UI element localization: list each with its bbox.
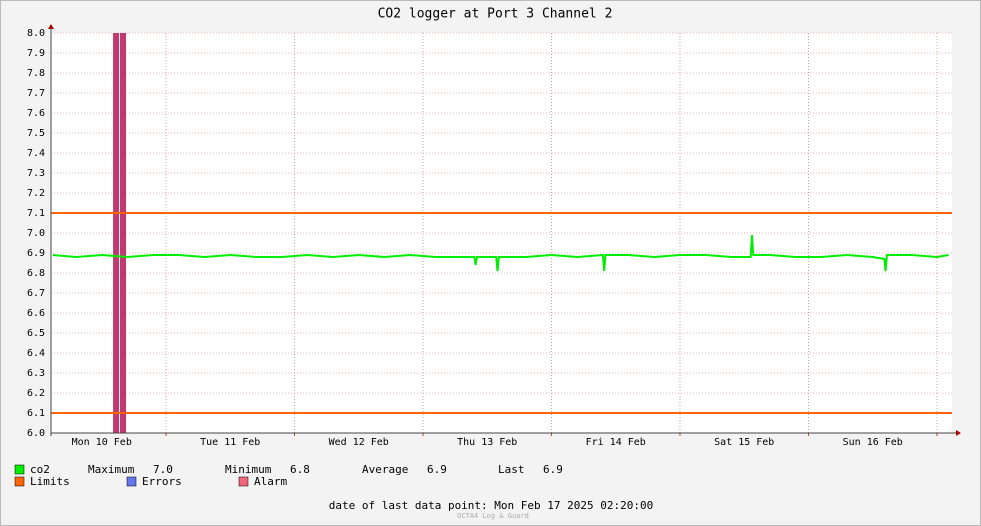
y-tick-label: 8.0 bbox=[27, 28, 45, 39]
y-tick-label: 6.5 bbox=[27, 328, 45, 339]
legend-label: Errors bbox=[142, 475, 182, 488]
stat-name: Minimum bbox=[225, 463, 272, 476]
y-tick-label: 6.7 bbox=[27, 288, 45, 299]
y-axis-arrow bbox=[48, 24, 54, 29]
y-tick-label: 7.3 bbox=[27, 168, 45, 179]
y-tick-label: 7.7 bbox=[27, 88, 45, 99]
footer: date of last data point: Mon Feb 17 2025… bbox=[329, 499, 654, 512]
x-tick-label: Sun 16 Feb bbox=[843, 437, 903, 448]
x-axis-arrow bbox=[956, 430, 961, 436]
y-tick-label: 7.6 bbox=[27, 108, 45, 119]
stat-name: Average bbox=[362, 463, 408, 476]
stat-name: Last bbox=[498, 463, 525, 476]
alarm-bar bbox=[113, 33, 120, 433]
stat-value: 6.9 bbox=[543, 463, 563, 476]
stat-value: 7.0 bbox=[153, 463, 173, 476]
y-tick-label: 7.1 bbox=[27, 208, 45, 219]
y-tick-label: 6.8 bbox=[27, 268, 45, 279]
y-tick-label: 6.6 bbox=[27, 308, 45, 319]
legend-swatch bbox=[14, 476, 25, 487]
x-tick-label: Sat 15 Feb bbox=[714, 437, 774, 448]
legend-swatch bbox=[14, 464, 25, 475]
y-tick-label: 7.8 bbox=[27, 68, 45, 79]
legend-label: Limits bbox=[30, 475, 70, 488]
x-tick-label: Fri 14 Feb bbox=[586, 437, 646, 448]
y-tick-label: 6.3 bbox=[27, 368, 45, 379]
y-tick-label: 6.1 bbox=[27, 408, 45, 419]
y-tick-label: 6.4 bbox=[27, 348, 45, 359]
y-tick-label: 7.2 bbox=[27, 188, 45, 199]
watermark: OCTA4 Log & Guard bbox=[457, 512, 529, 520]
alarm-bar bbox=[120, 33, 127, 433]
x-tick-label: Wed 12 Feb bbox=[329, 437, 389, 448]
y-tick-label: 6.2 bbox=[27, 388, 45, 399]
chart-title: CO2 logger at Port 3 Channel 2 bbox=[378, 7, 613, 22]
legend-swatch bbox=[126, 476, 137, 487]
stat-value: 6.8 bbox=[290, 463, 310, 476]
y-tick-label: 7.9 bbox=[27, 48, 45, 59]
y-tick-label: 6.0 bbox=[27, 428, 45, 439]
y-tick-label: 7.0 bbox=[27, 228, 45, 239]
stat-value: 6.9 bbox=[427, 463, 447, 476]
data-line bbox=[52, 234, 949, 272]
legend-label: co2 bbox=[30, 463, 50, 476]
stat-name: Maximum bbox=[88, 463, 135, 476]
y-tick-label: 6.9 bbox=[27, 248, 45, 259]
x-tick-label: Thu 13 Feb bbox=[457, 437, 517, 448]
legend-swatch bbox=[238, 476, 249, 487]
y-tick-label: 7.5 bbox=[27, 128, 45, 139]
y-tick-label: 7.4 bbox=[27, 148, 45, 159]
x-tick-label: Tue 11 Feb bbox=[200, 437, 260, 448]
legend-label: Alarm bbox=[254, 475, 287, 488]
x-tick-label: Mon 10 Feb bbox=[72, 437, 132, 448]
